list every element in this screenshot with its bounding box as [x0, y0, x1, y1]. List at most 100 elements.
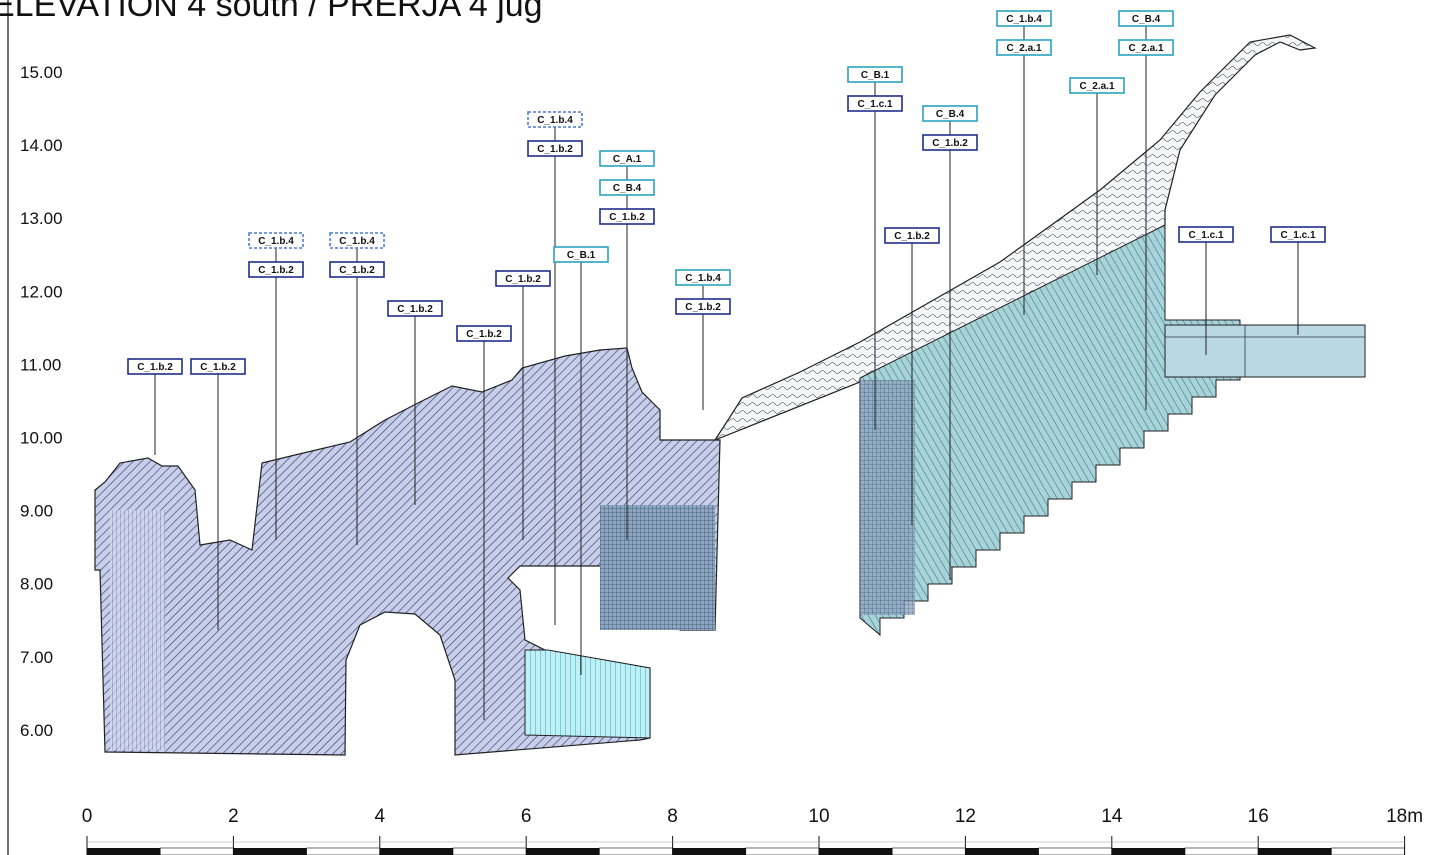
- title: ELEVATION 4 south / PRERJA 4 jug: [0, 0, 543, 24]
- component-label: C_1.b.4: [339, 236, 375, 247]
- height-axis: 15.00 14.00 13.00 12.00 11.00 10.00 9.00 8.00 7.…: [20, 63, 63, 740]
- scale-label: 18m: [1386, 806, 1423, 827]
- component-label: C_A.1: [613, 154, 642, 165]
- height-label: 15.00: [20, 63, 63, 82]
- component-label: C_1.b.4: [258, 236, 294, 247]
- component-label: C_1.b.2: [894, 231, 930, 242]
- component-label: C_1.b.2: [685, 302, 721, 313]
- label-box: [248, 232, 304, 249]
- height-label: 14.00: [20, 136, 63, 155]
- component-label: C_2.a.1: [1006, 43, 1041, 54]
- component-label: C_1.b.4: [537, 115, 573, 126]
- scale-segment: [306, 847, 381, 855]
- height-label: 9.00: [20, 502, 53, 521]
- scale-segment: [672, 848, 746, 855]
- scale-segment: [745, 847, 820, 855]
- label-box: [1178, 226, 1234, 243]
- label-box: [1270, 226, 1326, 243]
- component-label: C_1.b.2: [339, 265, 375, 276]
- label-box: [675, 269, 731, 286]
- component-label: C_1.b.2: [397, 304, 433, 315]
- label-box: [996, 10, 1052, 27]
- height-label: 13.00: [20, 209, 63, 228]
- scale-label: 14: [1101, 806, 1123, 827]
- scale-segment: [379, 848, 453, 855]
- right-masonry: [713, 34, 1366, 637]
- label-box: [527, 140, 583, 157]
- label-box: [190, 358, 246, 375]
- label-box: [675, 298, 731, 315]
- scale-segment: [819, 848, 893, 855]
- height-label: 11.00: [20, 355, 61, 374]
- scale-label: 8: [667, 806, 678, 827]
- scale-label: 12: [955, 806, 976, 827]
- component-label: C_B.1: [567, 250, 596, 261]
- component-label: C_1.b.2: [137, 362, 173, 373]
- label-box: [553, 246, 609, 263]
- component-label: C_2.a.1: [1079, 81, 1114, 92]
- component-label: C_1.b.4: [1006, 14, 1042, 25]
- scale-segment: [1038, 847, 1113, 855]
- label-box: [456, 325, 512, 342]
- scale-segment: [1184, 847, 1259, 855]
- scale-segment: [1331, 847, 1405, 855]
- component-label: C_2.a.1: [1128, 43, 1163, 54]
- label-box: [1118, 39, 1174, 56]
- label-box: [1069, 77, 1125, 94]
- scale-segment: [452, 847, 527, 855]
- component-label: C_1.b.2: [466, 329, 502, 340]
- label-box: [127, 358, 183, 375]
- scale-label: 6: [521, 806, 532, 827]
- component-label: C_1.b.2: [505, 274, 541, 285]
- label-box: [599, 208, 655, 225]
- scale-segment: [1111, 848, 1185, 855]
- scale-label: 4: [375, 806, 386, 827]
- scale-segment: [891, 847, 966, 855]
- label-box: [329, 232, 385, 249]
- label-box: [599, 179, 655, 196]
- scale-label: 16: [1248, 806, 1269, 827]
- component-label: C_1.c.1: [857, 99, 892, 110]
- scale-label: 2: [228, 806, 239, 827]
- height-label: 7.00: [20, 648, 53, 667]
- scale-segment: [526, 848, 600, 855]
- component-label: C_1.b.2: [200, 362, 236, 373]
- scale-bar: 0 2 4 6 8 10 12 14 16 18m: [82, 806, 1423, 855]
- component-label: C_1.b.2: [932, 138, 968, 149]
- height-label: 12.00: [20, 282, 63, 301]
- scale-segment: [87, 848, 161, 855]
- label-box: [248, 261, 304, 278]
- label-box: [495, 270, 551, 287]
- scale-label: 0: [82, 806, 93, 827]
- label-box: [599, 150, 655, 167]
- height-label: 6.00: [20, 721, 53, 740]
- label-box: [329, 261, 385, 278]
- label-box: [847, 95, 903, 112]
- label-box: [847, 66, 903, 83]
- scale-segment: [233, 848, 307, 855]
- scale-segment: [965, 848, 1039, 855]
- label-box: [527, 111, 583, 128]
- component-label: C_1.b.2: [609, 212, 645, 223]
- component-label: C_B.4: [613, 183, 642, 194]
- component-label: C_1.b.2: [537, 144, 573, 155]
- label-box: [922, 105, 978, 122]
- label-box: [1118, 10, 1174, 27]
- scale-segment: [159, 847, 234, 855]
- label-box: [922, 134, 978, 151]
- label-box: [996, 39, 1052, 56]
- component-label: C_B.4: [936, 109, 965, 120]
- height-label: 10.00: [20, 429, 63, 448]
- left-masonry: [94, 347, 721, 756]
- label-box: [884, 227, 940, 244]
- component-label: C_B.1: [861, 70, 890, 81]
- scale-segment: [1258, 848, 1332, 855]
- component-label: C_B.4: [1132, 14, 1161, 25]
- label-box: [387, 300, 443, 317]
- component-label: C_1.c.1: [1280, 230, 1315, 241]
- height-label: 8.00: [20, 575, 53, 594]
- component-label: C_1.b.2: [258, 265, 294, 276]
- scale-label: 10: [808, 806, 829, 827]
- component-label: C_1.b.4: [685, 273, 721, 284]
